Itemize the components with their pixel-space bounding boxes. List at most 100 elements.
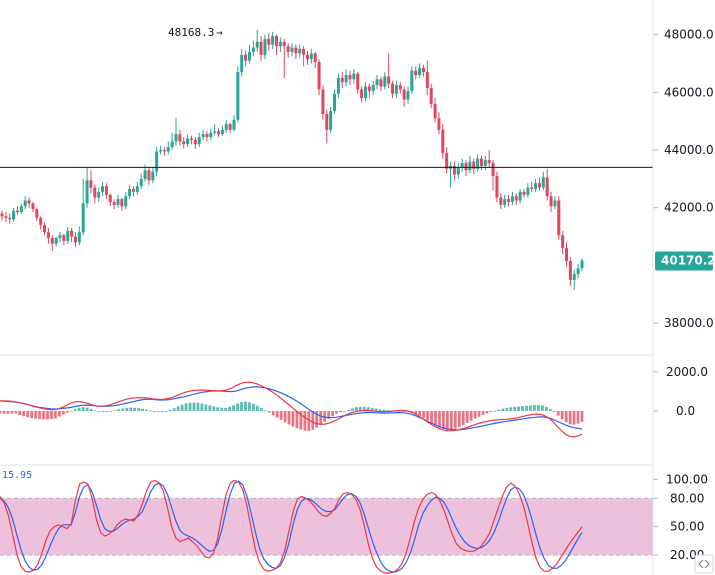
macd-histogram-bar [434, 410, 437, 426]
candle-body [410, 70, 414, 91]
candle-body [19, 206, 23, 213]
macd-histogram-bar [200, 403, 204, 411]
candle-body [452, 165, 456, 175]
candle-body [240, 54, 244, 73]
candle-body [174, 134, 178, 142]
candle-body [259, 41, 263, 55]
candle [414, 66, 418, 80]
candle [336, 73, 340, 99]
macd-histogram-bar [263, 410, 267, 412]
candle [31, 201, 35, 213]
candle [406, 86, 410, 104]
price-panel[interactable]: 48000.0 46000.0 44000.0 42000.0 38000.0 4816… [0, 26, 715, 356]
candle [116, 194, 120, 208]
candle-body [120, 199, 124, 207]
macd-histogram-bar [204, 404, 208, 411]
macd-histogram-bar [236, 403, 239, 411]
macd-histogram-bar [244, 401, 247, 411]
candle [302, 46, 306, 67]
macd-panel[interactable]: 2000.0 0.0 [0, 365, 708, 466]
candle-body [247, 51, 251, 61]
macd-histogram-bar [85, 407, 89, 411]
candle [541, 171, 545, 191]
candle-body [537, 183, 541, 188]
candle-body [186, 138, 190, 145]
candle-body [178, 134, 182, 142]
candle [124, 191, 128, 210]
candle-body [379, 79, 383, 87]
candle [162, 147, 166, 156]
candle [537, 177, 541, 191]
candle [70, 227, 74, 243]
candle-body [344, 75, 348, 83]
candle [193, 137, 197, 149]
macd-histogram-bar [248, 402, 251, 411]
candle-body [93, 187, 97, 198]
macd-histogram-bar [386, 410, 390, 411]
candle [282, 38, 286, 78]
candle [518, 188, 522, 204]
macd-histogram-bar [192, 402, 196, 411]
macd-histogram-bar [382, 409, 386, 411]
candle-body [155, 151, 159, 172]
macd-histogram-bar [133, 407, 137, 411]
candle-body [429, 88, 433, 104]
candle-body [267, 38, 271, 45]
macd-histogram-bar [358, 406, 362, 411]
candle [294, 44, 298, 60]
candle [182, 137, 186, 149]
candle-body [333, 93, 337, 112]
macd-histogram-bar [73, 409, 77, 411]
candle [526, 183, 530, 198]
candle-body [495, 176, 499, 198]
candle [402, 86, 406, 107]
candle-body [367, 86, 371, 91]
macd-histogram-bar [497, 409, 501, 411]
candle [360, 86, 364, 103]
candle-body [557, 200, 561, 236]
candle-body [394, 85, 398, 94]
macd-histogram-bar [61, 410, 65, 415]
candle-body [35, 209, 39, 218]
macd-histogram-bar [153, 410, 156, 412]
macd-histogram-bar [125, 407, 129, 411]
candle [43, 222, 47, 236]
macd-histogram-bar [117, 409, 121, 411]
macd-histogram-bar [299, 410, 303, 430]
macd-histogram-bar [164, 410, 168, 412]
candle-body [70, 230, 74, 237]
macd-histogram-bar [473, 410, 477, 419]
macd-histogram-bar [65, 410, 69, 413]
candle [112, 199, 116, 210]
price-axis-ticks: 48000.0 46000.0 44000.0 42000.0 38000.0 [653, 28, 714, 330]
candle-body [54, 238, 58, 244]
macd-histogram-bar [196, 402, 200, 411]
time-scroll-icon[interactable] [694, 554, 714, 574]
candle [224, 119, 228, 133]
candle [379, 76, 383, 91]
candle-body [12, 210, 16, 220]
candle [472, 158, 476, 175]
candle-body [290, 47, 294, 52]
macd-tick-label: 0.0 [676, 404, 695, 418]
candle-body [561, 235, 565, 249]
candle-body [313, 53, 317, 63]
candle-body [580, 260, 584, 269]
macd-histogram-bar [477, 410, 481, 417]
candle [247, 44, 251, 64]
macd-histogram-bar [30, 410, 34, 419]
candle-body [499, 197, 503, 205]
macd-histogram-bar [552, 410, 556, 413]
candle-body [209, 132, 213, 138]
macd-histogram-bar [251, 403, 255, 411]
macd-histogram-bar [568, 410, 572, 425]
candle-body [387, 76, 391, 84]
candle-body [73, 236, 77, 243]
macd-histogram-bar [402, 410, 406, 412]
macd-histogram-bar [22, 410, 26, 417]
macd-histogram-bar [509, 407, 513, 411]
candle [58, 232, 62, 243]
candle-body [224, 124, 228, 130]
